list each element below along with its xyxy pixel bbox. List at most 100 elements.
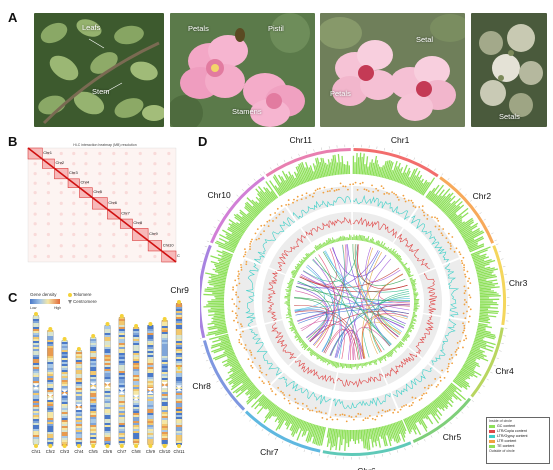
telomere-icon <box>68 292 72 297</box>
ideogram-chr3 <box>61 337 69 448</box>
hic-label-chr8: Chr8 <box>133 220 142 225</box>
circos-ring-chr11 <box>265 148 351 178</box>
legend-item-0: GC content <box>489 424 547 429</box>
circos-label-chr7: Chr7 <box>260 447 279 458</box>
circos-label-chr1: Chr1 <box>390 134 410 145</box>
circos-ring-chr3 <box>492 245 506 326</box>
label-leafs: Leafs <box>82 23 101 32</box>
legend-item-3: LTR content <box>489 439 547 444</box>
telomere-legend: Telomere <box>68 292 92 297</box>
centromere-legend: Centromere <box>68 299 97 304</box>
legend-outside: Outside of circle <box>489 449 515 453</box>
ideogram-chr4 <box>75 347 83 448</box>
circos-label-chr9: Chr9 <box>170 284 189 295</box>
telomere-label: Telomere <box>73 292 92 297</box>
ideogram-chr10 <box>161 317 169 448</box>
photo-leaves: Leafs Stem <box>34 13 164 127</box>
ideogram-label-chr6: Chr6 <box>103 449 113 454</box>
circos-ring-chr10 <box>210 176 266 244</box>
label-petals: Petals <box>188 24 209 33</box>
panel-b-label: B <box>8 134 18 149</box>
label-stem: Stem <box>92 87 110 96</box>
ideogram-label-chr7: Chr7 <box>117 449 127 454</box>
hic-label-chr3: Chr3 <box>69 170 78 175</box>
legend-swatch-2 <box>489 435 495 438</box>
ideogram-label-chr5: Chr5 <box>89 449 99 454</box>
legend-swatch-0 <box>489 425 495 428</box>
hic-title: Hi-C interaction heatmap (MB) resolution <box>73 143 137 147</box>
legend-item-4: TE content <box>489 444 547 449</box>
legend-item-2: LTR/Gypsy content <box>489 434 547 439</box>
ideogram-label-chr10: Chr10 <box>159 449 171 454</box>
ideogram-chr1 <box>32 312 40 448</box>
legend-swatch-3 <box>489 440 495 443</box>
hic-label-chr10: Chr10 <box>163 242 175 247</box>
circos-ring-chr9 <box>200 244 212 339</box>
label-pistil: Pistil <box>268 24 284 33</box>
legend-item-1: LTR/Copia content <box>489 429 547 434</box>
hic-label-chr9: Chr9 <box>149 231 158 236</box>
ideogram-label-chr3: Chr3 <box>60 449 70 454</box>
ideogram-chr9 <box>146 322 154 448</box>
ideogram-chr7 <box>118 314 126 448</box>
circos-label-chr8: Chr8 <box>192 381 211 392</box>
ideogram-label-chr2: Chr2 <box>46 449 56 454</box>
circos-ring-chr6 <box>322 441 412 456</box>
hic-label-chr7: Chr7 <box>121 211 130 216</box>
ideogram-label-chr11: Chr11 <box>173 449 185 454</box>
panel-a-label: A <box>8 10 18 25</box>
gene-density-high: High <box>54 306 62 310</box>
hic-label-chr1: Chr1 <box>43 150 52 155</box>
label-stamens: Stamens <box>232 107 262 116</box>
circos-legend: Inside of circle GC content LTR/Copia con… <box>486 417 550 464</box>
legend-swatch-1 <box>489 430 495 433</box>
circos-label-chr4: Chr4 <box>495 366 514 377</box>
ideogram-label-chr1: Chr1 <box>31 449 41 454</box>
photo-setals: Setals <box>471 13 547 127</box>
circos-ring-chr4 <box>470 327 504 398</box>
gene-density-legend-title: Gene density <box>30 292 57 297</box>
hic-label-chr2: Chr2 <box>55 160 64 165</box>
ideogram-label-chr8: Chr8 <box>132 449 142 454</box>
legend-text-0: GC content <box>497 424 516 428</box>
ideogram-chr8 <box>132 324 140 448</box>
circos-label-chr3: Chr3 <box>508 277 528 288</box>
centromere-icon <box>68 299 72 304</box>
ideogram-chr2 <box>46 327 54 448</box>
legend-text-4: TE content <box>497 444 515 448</box>
ideogram-chr5 <box>89 334 97 448</box>
panel-c-label: C <box>8 290 18 305</box>
circos-ring-chr5 <box>412 397 472 443</box>
label-setals: Setals <box>499 112 520 121</box>
circos-label-chr5: Chr5 <box>442 432 462 443</box>
centromere-label: Centromere <box>73 299 97 304</box>
circos-plot <box>200 144 510 460</box>
photo-flower: Petals Pistil Stamens <box>170 13 315 127</box>
circos-ring-chr8 <box>202 340 246 411</box>
circos-label-chr10: Chr10 <box>207 190 231 201</box>
legend-text-3: LTR content <box>497 439 517 443</box>
legend-text-1: LTR/Copia content <box>497 429 527 433</box>
hic-label-chr6: Chr6 <box>108 200 117 205</box>
circos-label-chr6: Chr6 <box>357 466 375 470</box>
ideogram-chr11 <box>175 300 183 448</box>
legend-text-2: LTR/Gypsy content <box>497 434 528 438</box>
hic-label-chr4: Chr4 <box>80 180 89 185</box>
circos-ring-chr1 <box>353 148 439 178</box>
circos-ring-chr2 <box>439 176 495 244</box>
gene-density-low: Low <box>30 306 37 310</box>
hic-label-chr11: Chr11 <box>177 253 180 258</box>
legend-inside: Inside of circle <box>489 419 512 423</box>
panel-d-label: D <box>198 134 208 149</box>
legend-swatch-4 <box>489 445 495 448</box>
circos-label-chr11: Chr11 <box>289 134 312 145</box>
circos-ring-chr7 <box>244 410 321 453</box>
ideogram-label-chr4: Chr4 <box>74 449 84 454</box>
hic-label-chr5: Chr5 <box>93 189 102 194</box>
label-petals-2: Petals <box>330 89 351 98</box>
photo-flower-setal: Setal Petals <box>320 13 465 127</box>
circos-label-chr2: Chr2 <box>472 190 492 201</box>
ideogram-chr6 <box>104 322 111 448</box>
label-setal: Setal <box>416 35 434 44</box>
